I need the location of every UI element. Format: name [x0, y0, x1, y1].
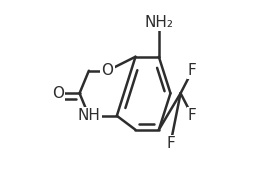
- Text: O: O: [102, 63, 114, 78]
- Text: F: F: [188, 108, 197, 123]
- Text: NH: NH: [77, 108, 100, 123]
- Text: O: O: [52, 86, 64, 101]
- Text: NH₂: NH₂: [144, 15, 173, 30]
- Text: F: F: [166, 136, 175, 151]
- Text: F: F: [188, 63, 197, 78]
